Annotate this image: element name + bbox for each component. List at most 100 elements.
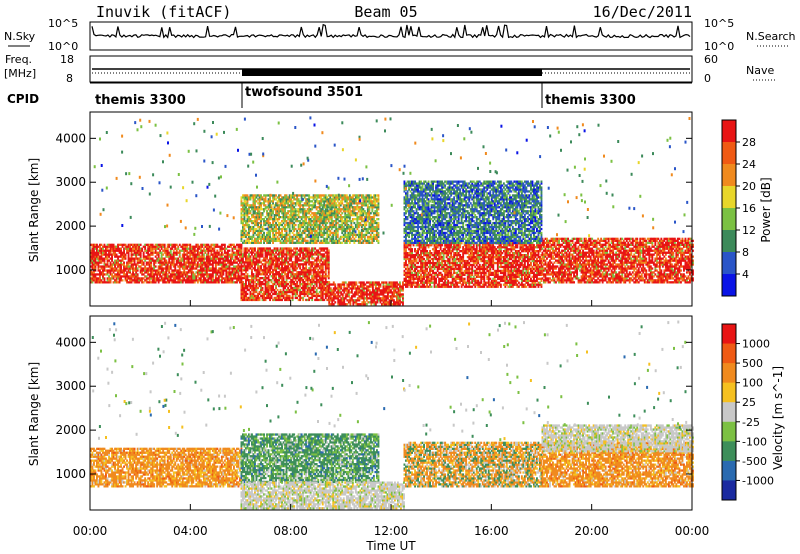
heat-cell [308,257,311,260]
heat-cell [133,267,136,270]
heat-cell [138,249,141,252]
heat-cell [178,277,181,280]
heat-cell [136,253,139,256]
heat-cell [245,286,247,290]
heat-cell [135,255,138,258]
heat-cell [102,277,104,280]
heat-cell [306,275,309,278]
heat-cell [285,255,288,258]
heat-cell [236,281,238,284]
heat-cell [406,285,409,288]
heat-cell [240,257,243,260]
heat-cell [193,255,196,258]
heat-cell [135,279,138,282]
heat-cell [288,247,291,250]
heat-cell [153,245,156,248]
heat-cell [493,246,496,249]
heat-cell [171,263,174,266]
heat-cell [168,255,171,258]
heat-cell [166,247,169,250]
heat-cell [213,269,216,272]
heat-cell [288,251,291,254]
heat-cell [260,290,262,294]
heat-cell [108,279,110,282]
heat-cell [329,287,332,290]
heat-cell [160,251,163,254]
heat-cell [145,271,148,274]
heat-cell [302,255,305,258]
heat-cell [254,277,256,280]
heat-cell [309,251,312,254]
heat-cell [246,247,249,250]
freq-panel: Freq. [MHz] 18 8 60 0 Nave [4,53,775,85]
station-title: Inuvik (fitACF) [96,3,231,21]
heat-cell [154,277,157,280]
heat-cell [306,247,309,250]
heat-cell [147,263,150,266]
heat-cell [296,281,299,284]
heat-cell [246,277,249,280]
heat-cell [297,288,300,292]
heat-cell [245,279,247,282]
heat-cell [267,267,270,270]
heat-cell [264,290,267,294]
heat-cell [317,286,320,290]
heat-cell [198,263,201,266]
heat-cell [141,263,144,266]
heat-cell [151,257,154,260]
heat-cell [172,263,175,266]
heat-cell [474,285,477,288]
heat-cell [309,279,312,282]
heat-cell [189,275,192,278]
heat-cell [163,261,166,264]
heat-cell [285,277,288,280]
heat-cell [257,259,259,262]
heat-cell [405,259,407,263]
heat-cell [225,269,228,272]
heat-cell [234,259,237,262]
heat-cell [210,281,213,284]
cpid-segment-2: twofsound 3501 [245,85,363,100]
heat-cell [267,253,270,256]
heat-cell [315,284,318,288]
heat-cell [302,259,305,262]
heat-cell [227,277,229,280]
heat-cell [402,293,404,296]
heat-cell [135,263,138,266]
heat-cell [242,269,244,272]
heat-cell [225,265,228,268]
heat-cell [314,281,317,284]
heat-cell [227,261,229,264]
heat-cell [305,277,308,280]
heat-cell [138,277,141,280]
heat-cell [183,247,186,250]
heat-cell [430,244,433,247]
heat-cell [192,267,195,270]
heat-cell [309,263,312,266]
heat-cell [93,251,95,254]
heat-cell [285,259,288,262]
heat-cell [234,269,237,272]
heat-cell [249,298,252,302]
heat-cell [475,269,478,273]
heat-cell [450,254,453,257]
heat-cell [208,247,211,250]
heat-cell [252,281,255,284]
heat-cell [318,261,321,264]
heat-cell [100,251,103,254]
heat-cell [150,267,153,270]
heat-cell [213,281,216,284]
heat-cell [290,265,293,268]
heat-cell [219,269,222,272]
heat-cell [151,243,154,246]
heat-cell [423,283,425,286]
heat-cell [151,245,154,248]
heat-cell [231,277,234,280]
heat-cell [216,273,219,276]
heat-cell [190,277,193,280]
heat-cell [160,243,163,246]
heat-cell [263,279,265,282]
heat-cell [350,289,353,292]
heat-cell [291,294,294,298]
heat-cell [202,247,205,250]
